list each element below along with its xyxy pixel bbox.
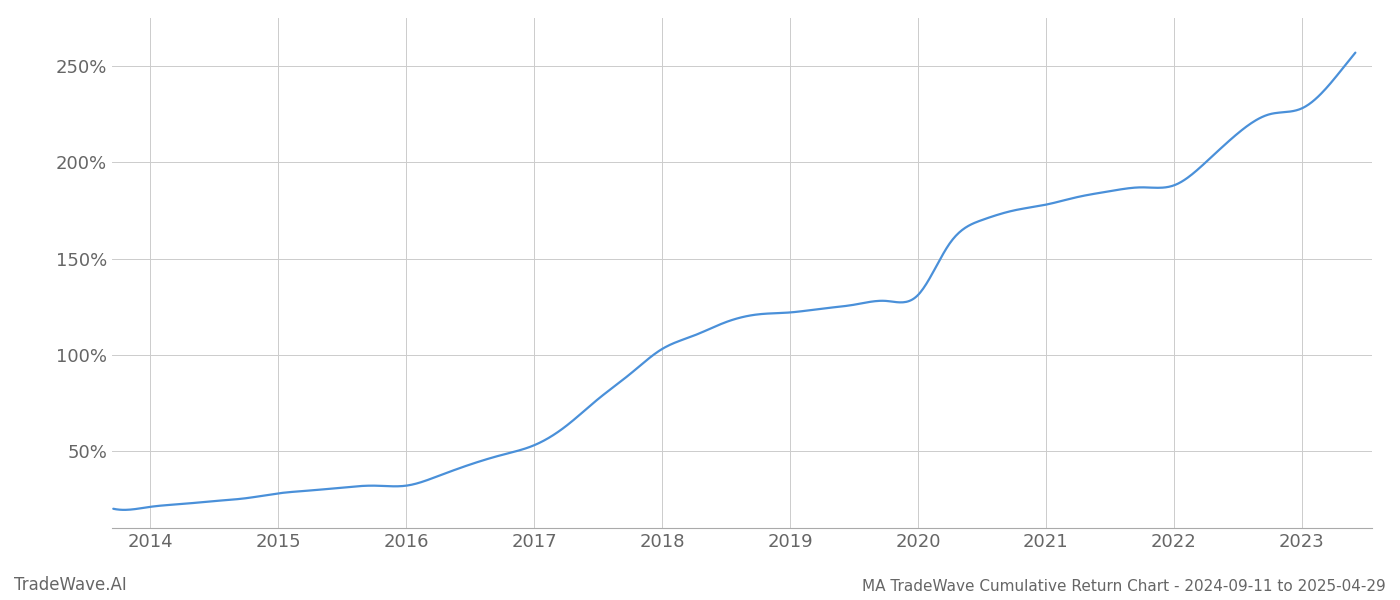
Text: MA TradeWave Cumulative Return Chart - 2024-09-11 to 2025-04-29: MA TradeWave Cumulative Return Chart - 2… [862, 579, 1386, 594]
Text: TradeWave.AI: TradeWave.AI [14, 576, 127, 594]
